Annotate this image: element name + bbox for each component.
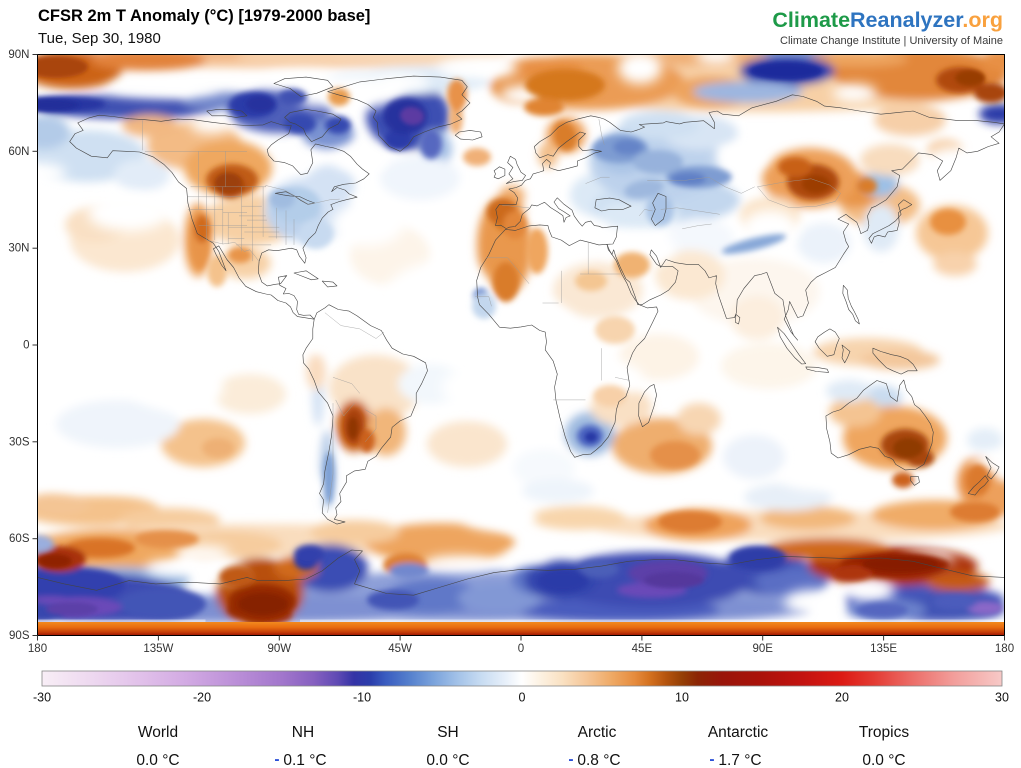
svg-text:45E: 45E [632,643,653,655]
svg-text:World: World [138,724,178,741]
svg-text:Arctic: Arctic [578,724,617,741]
svg-text:0: 0 [518,643,524,655]
svg-text:90S: 90S [9,630,30,642]
svg-text:45W: 45W [388,643,412,655]
svg-text:90W: 90W [267,643,291,655]
svg-text:0.0 °C: 0.0 °C [426,752,469,768]
svg-text:10: 10 [675,691,689,705]
svg-text:0: 0 [23,340,29,352]
svg-text:-: - [709,751,714,768]
svg-text:0.8 °C: 0.8 °C [577,752,620,768]
svg-text:Tropics: Tropics [859,724,909,741]
svg-text:0.0 °C: 0.0 °C [136,752,179,768]
svg-text:-30: -30 [33,691,51,705]
svg-text:90E: 90E [752,643,773,655]
svg-text:60N: 60N [8,146,29,158]
svg-text:0.0 °C: 0.0 °C [862,752,905,768]
svg-text:Climate Change Institute | Uni: Climate Change Institute | University of… [780,35,1003,47]
svg-text:135W: 135W [143,643,173,655]
svg-text:60S: 60S [9,533,30,545]
svg-text:180: 180 [995,643,1014,655]
svg-text:135E: 135E [870,643,897,655]
svg-text:Tue, Sep 30, 1980: Tue, Sep 30, 1980 [38,30,161,47]
svg-text:NH: NH [292,724,314,741]
svg-text:ClimateReanalyzer.org: ClimateReanalyzer.org [772,8,1003,32]
svg-text:CFSR 2m T Anomaly (°C) [1979-2: CFSR 2m T Anomaly (°C) [1979-2000 base] [38,7,370,25]
svg-text:90N: 90N [8,49,29,61]
svg-text:1.7 °C: 1.7 °C [718,752,761,768]
svg-text:-10: -10 [353,691,371,705]
svg-text:30N: 30N [8,243,29,255]
svg-text:Antarctic: Antarctic [708,724,769,741]
svg-text:0: 0 [519,691,526,705]
svg-text:0.1 °C: 0.1 °C [283,752,326,768]
svg-text:20: 20 [835,691,849,705]
svg-text:SH: SH [437,724,459,741]
svg-text:-20: -20 [193,691,211,705]
svg-text:30S: 30S [9,436,30,448]
svg-text:-: - [568,751,573,768]
svg-text:-: - [274,751,279,768]
svg-text:30: 30 [995,691,1009,705]
svg-text:180: 180 [28,643,47,655]
